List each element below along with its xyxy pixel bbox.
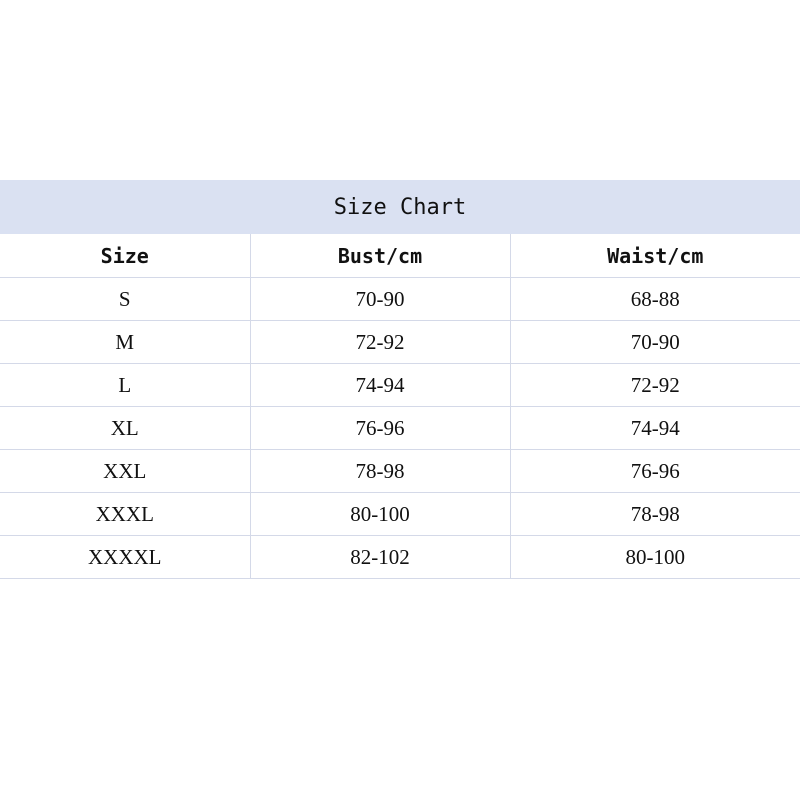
bust-cell: 74-94 <box>249 363 510 407</box>
size-cell: XXL <box>0 449 250 493</box>
column-header-waist: Waist/cm <box>509 234 800 278</box>
table-row: XXXXL 82-102 80-100 <box>0 535 800 579</box>
bust-cell: 80-100 <box>249 492 510 536</box>
table-row: XL 76-96 74-94 <box>0 406 800 450</box>
bust-cell: 78-98 <box>249 449 510 493</box>
waist-cell: 80-100 <box>509 535 800 579</box>
table-row: M 72-92 70-90 <box>0 320 800 364</box>
size-cell: S <box>0 277 250 321</box>
table-row: XXL 78-98 76-96 <box>0 449 800 493</box>
size-cell: XXXXL <box>0 535 250 579</box>
waist-cell: 74-94 <box>509 406 800 450</box>
column-header-bust: Bust/cm <box>249 234 510 278</box>
size-cell: M <box>0 320 250 364</box>
waist-cell: 78-98 <box>509 492 800 536</box>
table-row: S 70-90 68-88 <box>0 277 800 321</box>
waist-cell: 68-88 <box>509 277 800 321</box>
waist-cell: 70-90 <box>509 320 800 364</box>
size-chart-table: Size Bust/cm Waist/cm S 70-90 68-88 M 72-92 7… <box>0 234 800 579</box>
size-cell: XL <box>0 406 250 450</box>
size-cell: L <box>0 363 250 407</box>
column-header-size: Size <box>0 234 250 278</box>
size-chart-title: Size Chart <box>0 180 800 234</box>
bust-cell: 72-92 <box>249 320 510 364</box>
waist-cell: 76-96 <box>509 449 800 493</box>
bust-cell: 82-102 <box>249 535 510 579</box>
table-row: XXXL 80-100 78-98 <box>0 492 800 536</box>
bust-cell: 76-96 <box>249 406 510 450</box>
size-cell: XXXL <box>0 492 250 536</box>
header-row: Size Bust/cm Waist/cm <box>0 234 800 278</box>
table-row: L 74-94 72-92 <box>0 363 800 407</box>
bust-cell: 70-90 <box>249 277 510 321</box>
waist-cell: 72-92 <box>509 363 800 407</box>
